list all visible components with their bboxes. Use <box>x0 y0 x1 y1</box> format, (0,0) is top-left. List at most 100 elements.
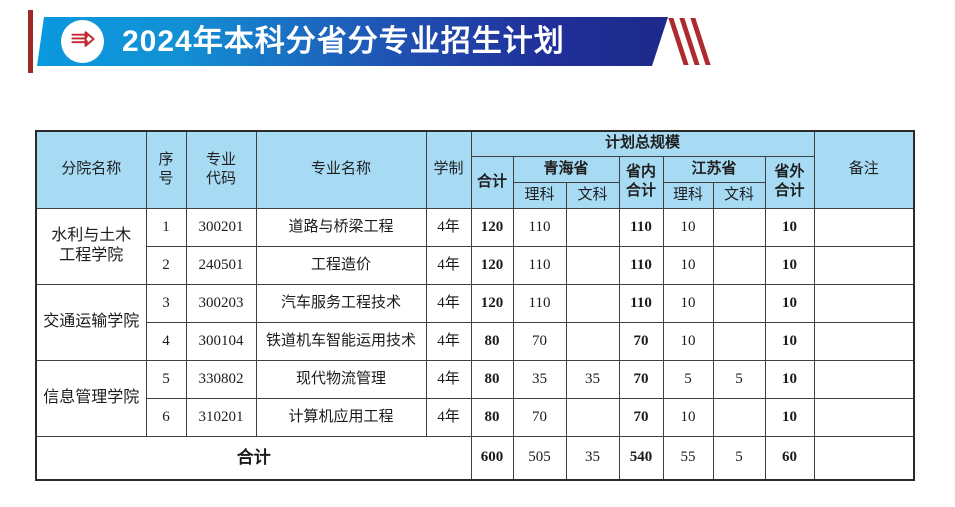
header-jiangsu-arts: 文科 <box>712 181 766 209</box>
duration-cell: 4年 <box>425 207 472 247</box>
remark-cell <box>813 359 915 399</box>
banner-icon-circle <box>61 20 104 63</box>
jiangsu-arts-cell <box>712 245 766 285</box>
jiangsu-science-cell: 5 <box>662 359 714 399</box>
qinghai-science-cell: 70 <box>512 397 567 437</box>
total-cell: 80 <box>470 359 514 399</box>
header-major-name: 专业名称 <box>255 130 427 209</box>
remark-cell <box>813 207 915 247</box>
header-total: 合计 <box>470 155 514 209</box>
qinghai-arts-cell <box>565 321 620 361</box>
jiangsu-arts-cell <box>712 207 766 247</box>
banner-left-accent-bar <box>28 10 33 73</box>
out-province-total-cell: 10 <box>764 245 815 285</box>
seq-cell: 5 <box>145 359 187 399</box>
grand-total-label: 合计 <box>35 435 472 481</box>
qinghai-science-cell: 110 <box>512 283 567 323</box>
qinghai-science-cell: 110 <box>512 207 567 247</box>
header-in-province-total: 省内 合计 <box>618 155 664 209</box>
header-duration: 学制 <box>425 130 472 209</box>
pencil-icon <box>68 24 98 59</box>
seq-cell: 3 <box>145 283 187 323</box>
jiangsu-science-cell: 55 <box>662 435 714 481</box>
jiangsu-science-cell: 10 <box>662 245 714 285</box>
major-name-cell: 计算机应用工程 <box>255 397 427 437</box>
out-province-total-cell: 10 <box>764 359 815 399</box>
header-qinghai: 青海省 <box>512 155 620 183</box>
qinghai-science-cell: 110 <box>512 245 567 285</box>
out-province-total-cell: 10 <box>764 207 815 247</box>
table-row: 2 240501 工程造价 4年 120 110 110 10 10 <box>36 245 915 285</box>
header-college: 分院名称 <box>35 130 147 209</box>
total-cell: 80 <box>470 321 514 361</box>
table-row: 交通运输学院 3 300203 汽车服务工程技术 4年 120 110 110 … <box>35 283 915 361</box>
jiangsu-science-cell: 10 <box>662 283 714 323</box>
major-code-cell: 240501 <box>185 245 257 285</box>
jiangsu-arts-cell: 5 <box>712 435 766 481</box>
table-row: 4 300104 铁道机车智能运用技术 4年 80 70 70 10 10 <box>36 321 915 361</box>
header-row-1: 分院名称 序 号 专业 代码 专业名称 学制 计划总规模 备注 <box>35 130 915 209</box>
jiangsu-arts-cell <box>712 397 766 437</box>
in-province-total-cell: 70 <box>618 359 664 399</box>
table-row: 6 310201 计算机应用工程 4年 80 70 70 10 10 <box>36 397 915 437</box>
header-seq: 序 号 <box>145 130 187 209</box>
jiangsu-arts-cell <box>712 283 766 323</box>
in-province-total-cell: 540 <box>618 435 664 481</box>
remark-cell <box>813 245 915 285</box>
total-cell: 120 <box>470 245 514 285</box>
remark-cell <box>813 283 915 323</box>
college-name-cell: 水利与土木 工程学院 <box>35 207 147 285</box>
header-major-code: 专业 代码 <box>185 130 257 209</box>
header-out-province-total: 省外 合计 <box>764 155 815 209</box>
duration-cell: 4年 <box>425 397 472 437</box>
in-province-total-cell: 70 <box>618 321 664 361</box>
out-province-total-cell: 10 <box>764 321 815 361</box>
qinghai-arts-cell: 35 <box>565 359 620 399</box>
in-province-total-cell: 110 <box>618 207 664 247</box>
in-province-total-cell: 110 <box>618 283 664 323</box>
header-jiangsu-science: 理科 <box>662 181 714 209</box>
enrollment-plan-table: 分院名称 序 号 专业 代码 专业名称 学制 计划总规模 备注 合计 青海省 省… <box>35 130 916 481</box>
out-province-total-cell: 10 <box>764 397 815 437</box>
header-qinghai-arts: 文科 <box>565 181 620 209</box>
total-cell: 120 <box>470 207 514 247</box>
seq-cell: 4 <box>145 321 187 361</box>
out-province-total-cell: 10 <box>764 283 815 323</box>
total-cell: 600 <box>470 435 514 481</box>
seq-cell: 2 <box>145 245 187 285</box>
duration-cell: 4年 <box>425 321 472 361</box>
qinghai-science-cell: 505 <box>512 435 567 481</box>
remark-cell <box>813 321 915 361</box>
qinghai-arts-cell <box>565 397 620 437</box>
major-name-cell: 铁道机车智能运用技术 <box>255 321 427 361</box>
seq-cell: 1 <box>145 207 187 247</box>
out-province-total-cell: 60 <box>764 435 815 481</box>
duration-cell: 4年 <box>425 245 472 285</box>
college-name-cell: 信息管理学院 <box>35 359 147 437</box>
header-row-2: 合计 青海省 省内 合计 江苏省 省外 合计 <box>36 155 914 209</box>
major-code-cell: 300203 <box>185 283 257 323</box>
duration-cell: 4年 <box>425 283 472 323</box>
header-remarks: 备注 <box>813 130 915 209</box>
qinghai-science-cell: 70 <box>512 321 567 361</box>
major-code-cell: 300201 <box>185 207 257 247</box>
in-province-total-cell: 70 <box>618 397 664 437</box>
grand-total-row: 合计 600 505 35 540 55 5 60 <box>35 435 915 481</box>
remark-cell <box>813 397 915 437</box>
major-code-cell: 330802 <box>185 359 257 399</box>
table-row: 信息管理学院 5 330802 现代物流管理 4年 80 35 35 70 5 … <box>35 359 915 437</box>
qinghai-arts-cell <box>565 245 620 285</box>
header-plan-scale: 计划总规模 <box>470 130 815 157</box>
banner-stripes-decoration <box>668 18 716 65</box>
major-name-cell: 现代物流管理 <box>255 359 427 399</box>
table-row: 水利与土木 工程学院 1 300201 道路与桥梁工程 4年 120 110 1… <box>35 207 915 285</box>
major-code-cell: 310201 <box>185 397 257 437</box>
enrollment-plan-table-wrap: 分院名称 序 号 专业 代码 专业名称 学制 计划总规模 备注 合计 青海省 省… <box>35 130 916 481</box>
remark-cell <box>813 435 915 481</box>
major-name-cell: 道路与桥梁工程 <box>255 207 427 247</box>
qinghai-arts-cell: 35 <box>565 435 620 481</box>
seq-cell: 6 <box>145 397 187 437</box>
jiangsu-arts-cell <box>712 321 766 361</box>
duration-cell: 4年 <box>425 359 472 399</box>
